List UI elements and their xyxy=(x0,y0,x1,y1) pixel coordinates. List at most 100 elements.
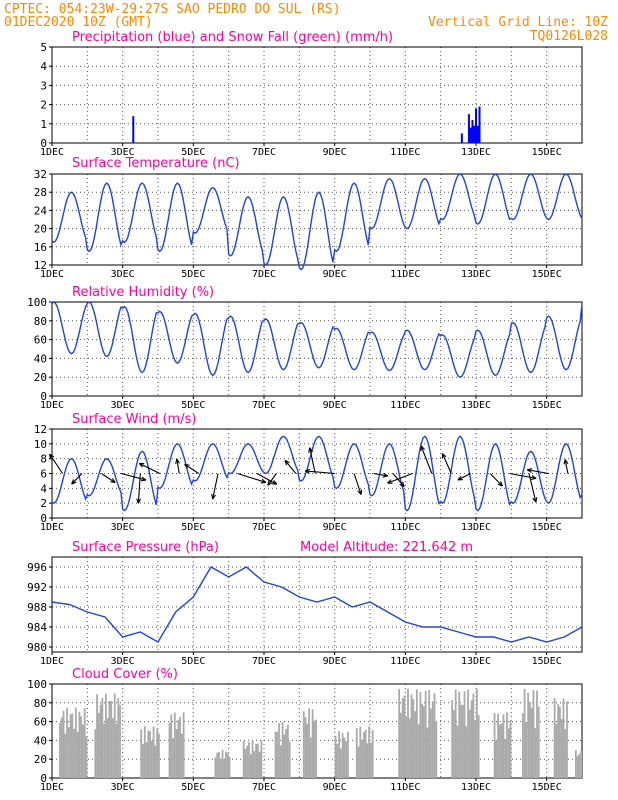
header-run: 01DEC2020 10Z (GMT) xyxy=(4,15,153,30)
cloud-bar xyxy=(85,736,88,778)
precip-ytick-label: 0 xyxy=(40,137,47,150)
cloud-bar xyxy=(226,753,229,778)
cloud-bar xyxy=(523,688,526,778)
cloud-bar xyxy=(145,742,148,778)
pressure-ytick-label: 992 xyxy=(27,581,47,594)
cloud-bar xyxy=(338,731,340,778)
cloud-bar xyxy=(71,713,74,778)
precip-ytick-label: 3 xyxy=(40,79,47,92)
cloud-bar xyxy=(362,732,365,778)
cloud-bar xyxy=(525,722,528,778)
precip-bar xyxy=(473,125,476,143)
rh-xtick-label: 5DEC xyxy=(181,400,205,411)
pressure-ytick-label: 984 xyxy=(27,621,47,634)
wind-arrowhead xyxy=(304,468,311,474)
pressure-xtick-label: 1DEC xyxy=(40,656,64,667)
cloud-bar xyxy=(468,709,471,778)
wind-arrow xyxy=(305,470,335,475)
cloud-bar xyxy=(506,712,508,778)
temp-ytick-label: 20 xyxy=(34,223,47,236)
cloud-bar xyxy=(150,740,153,778)
cloud-bar xyxy=(225,751,227,778)
cloud-bar xyxy=(170,714,173,778)
cloud-bar xyxy=(357,746,360,778)
pressure-frame xyxy=(51,556,583,653)
temp-ytick-label: 24 xyxy=(34,204,48,217)
temp-xtick-label: 13DEC xyxy=(461,269,491,280)
temp-line xyxy=(51,173,583,271)
cloud-bar xyxy=(78,711,81,778)
wind-ytick-label: 8 xyxy=(40,453,47,466)
precip-ytick-label: 1 xyxy=(40,118,47,131)
cloud-bar xyxy=(223,759,226,778)
cloud-bar xyxy=(175,729,178,778)
cloud-bar xyxy=(276,731,279,778)
cloud-bar xyxy=(408,718,411,778)
wind-xtick-label: 15DEC xyxy=(532,522,562,533)
cloud-xtick-label: 15DEC xyxy=(532,782,562,793)
wind-arrow xyxy=(309,447,316,474)
wind-xtick-label: 11DEC xyxy=(390,522,420,533)
pressure-xtick-label: 3DEC xyxy=(111,656,135,667)
cloud-bar xyxy=(431,701,434,778)
pressure-xtick-label: 15DEC xyxy=(532,656,562,667)
cloud-bar xyxy=(345,741,348,778)
precip-ytick-label: 2 xyxy=(40,99,47,112)
precip-bar xyxy=(471,119,474,143)
cloud-bar xyxy=(149,731,151,778)
cloud-bar xyxy=(400,712,402,778)
cloud-bar xyxy=(74,707,77,778)
cloud-bar xyxy=(433,693,436,778)
cloud-bar xyxy=(495,740,498,778)
wind-arrowhead xyxy=(526,468,533,473)
cloud-bar xyxy=(423,705,425,778)
cloud-bar xyxy=(529,701,531,778)
cloud-bar xyxy=(424,690,427,778)
wind-arrow xyxy=(441,453,452,474)
cloud-bar xyxy=(288,741,291,778)
wind-arrowhead xyxy=(441,453,447,459)
cloud-bar xyxy=(398,689,401,778)
header-gridline: Vertical Grid Line: 10Z xyxy=(428,15,608,30)
cloud-bar xyxy=(66,707,68,778)
rh-xtick-label: 13DEC xyxy=(461,400,491,411)
precip-bar xyxy=(476,125,479,143)
temp-xtick-label: 1DEC xyxy=(40,269,64,280)
cloud-bar xyxy=(336,744,339,778)
cloud-bar xyxy=(82,724,84,778)
cloud-bar xyxy=(177,719,180,778)
cloud-bar xyxy=(504,738,507,778)
wind-arrowhead xyxy=(532,497,538,503)
cloud-bar xyxy=(156,728,159,778)
cloud-bar xyxy=(304,717,307,778)
cloud-xtick-label: 7DEC xyxy=(252,782,276,793)
precip-frame xyxy=(51,46,583,144)
pressure-ytick-label: 980 xyxy=(27,641,47,654)
cloud-bar xyxy=(476,688,478,778)
cloud-bar xyxy=(456,725,459,778)
cloud-bar xyxy=(401,698,404,778)
cloud-bar xyxy=(99,704,102,778)
cloud-bar xyxy=(172,738,174,778)
wind-arrowhead xyxy=(387,479,393,484)
wind-arrowhead xyxy=(457,475,463,481)
cloud-bar xyxy=(180,733,183,778)
cloud-bar xyxy=(472,693,475,778)
pressure-xtick-label: 7DEC xyxy=(252,656,276,667)
cloud-bar xyxy=(521,713,524,778)
cloud-bar xyxy=(410,694,413,778)
cloud-bar xyxy=(113,693,116,778)
cloud-bar xyxy=(308,708,310,778)
cloud-bar xyxy=(110,701,113,778)
temp-ytick-label: 12 xyxy=(34,259,47,272)
wind-arrowhead xyxy=(140,476,147,482)
cloud-bar xyxy=(419,691,422,778)
cloud-bar xyxy=(430,708,432,778)
wind-arrow xyxy=(237,472,267,483)
pressure-ytick-label: 996 xyxy=(27,561,47,574)
wind-arrowhead xyxy=(49,453,55,460)
cloud-bar xyxy=(426,727,429,778)
cloud-bar xyxy=(228,756,231,778)
precip-xtick-label: 1DEC xyxy=(40,147,64,158)
pressure-xtick-label: 11DEC xyxy=(390,656,420,667)
